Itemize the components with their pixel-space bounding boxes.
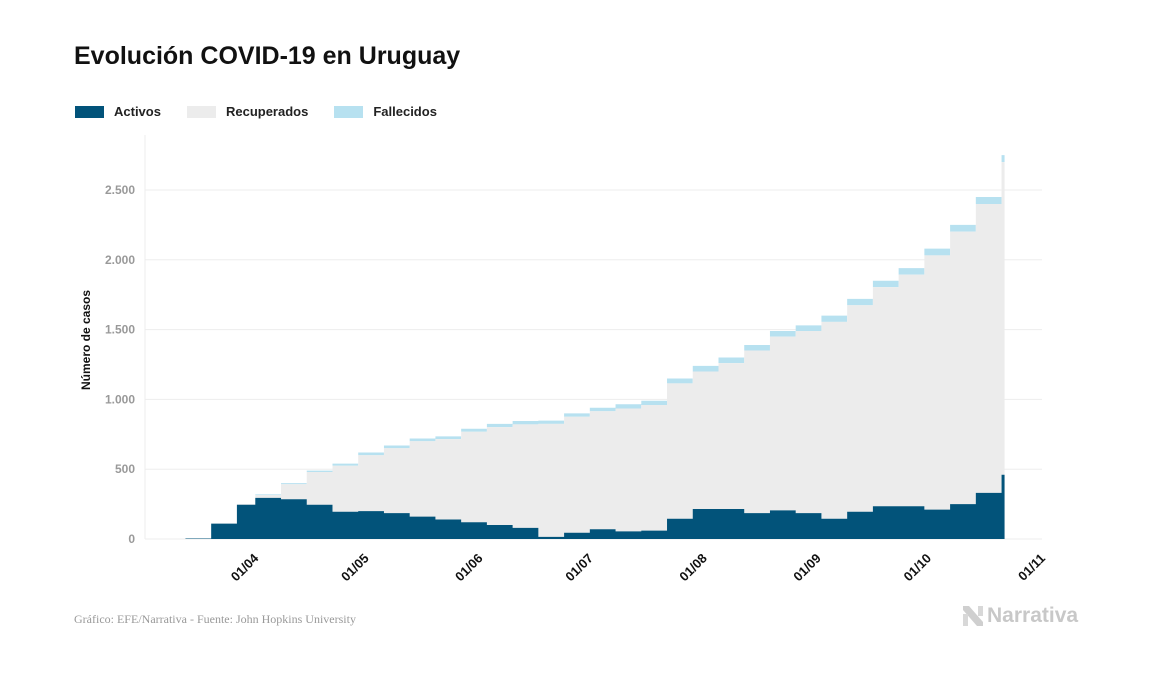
y-tick-label: 0 — [128, 532, 135, 546]
source-note: Gráfico: EFE/Narrativa - Fuente: John Ho… — [74, 612, 356, 626]
narrativa-logo: Narrativa — [963, 604, 1078, 628]
logo-text: Narrativa — [987, 604, 1079, 627]
legend: Activos Recuperados Fallecidos — [75, 104, 437, 119]
y-tick-label: 1.000 — [105, 392, 135, 406]
legend-swatch-activos — [75, 105, 104, 118]
x-tick-label: 01/08 — [676, 551, 710, 585]
y-axis-label: Número de casos — [79, 290, 93, 390]
y-tick-label: 500 — [115, 462, 135, 476]
legend-item-recuperados: Recuperados — [186, 104, 309, 119]
x-tick-label: 01/10 — [901, 551, 935, 585]
x-tick-label: 01/07 — [562, 551, 596, 585]
narrativa-logo-icon — [963, 606, 983, 626]
x-tick-label: 01/04 — [228, 550, 262, 584]
area-recuperados — [185, 162, 1005, 539]
legend-label: Recuperados — [225, 104, 309, 119]
x-tick-label: 01/09 — [790, 551, 824, 585]
legend-item-fallecidos: Fallecidos — [334, 104, 437, 119]
legend-label: Activos — [114, 104, 161, 119]
area-activos — [185, 474, 1005, 539]
legend-label: Fallecidos — [373, 104, 437, 119]
legend-swatch-recuperados — [186, 105, 216, 118]
y-tick-label: 1.500 — [105, 323, 135, 337]
y-tick-label: 2.000 — [105, 253, 135, 267]
y-tick-label: 2.500 — [105, 183, 135, 197]
chart-title: Evolución COVID-19 en Uruguay — [74, 42, 461, 70]
x-tick-label: 01/11 — [1015, 551, 1048, 584]
x-tick-label: 01/05 — [338, 551, 372, 585]
x-tick-label: 01/06 — [452, 551, 486, 585]
legend-swatch-fallecidos — [334, 105, 364, 118]
legend-item-activos: Activos — [75, 104, 161, 119]
